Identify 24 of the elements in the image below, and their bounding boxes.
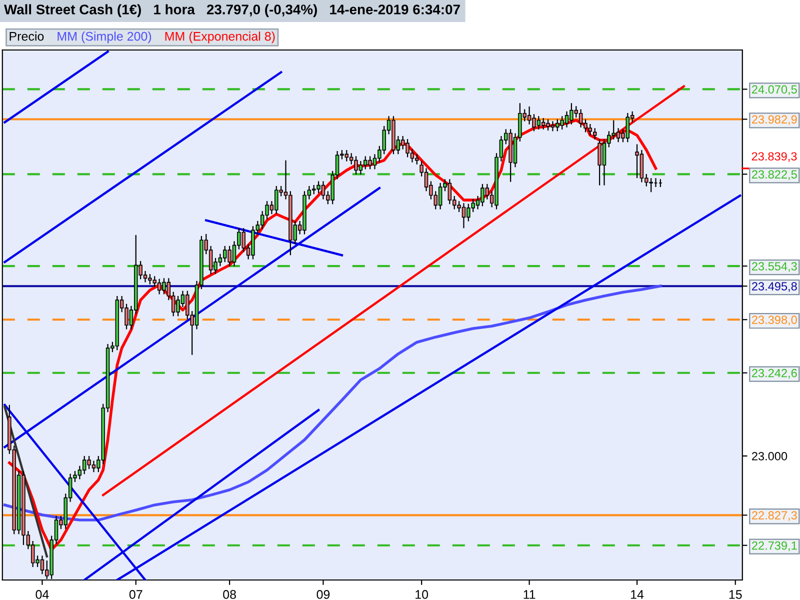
y-tick-label: 23.495,8 [752, 282, 797, 292]
y-tick-label: 22.827,3 [752, 511, 797, 521]
y-tick-label: 23.398,0 [752, 316, 797, 326]
y-tick-label: 23.000 [752, 452, 788, 460]
x-tick-label: 08 [223, 590, 236, 599]
x-tick-label: 04 [36, 590, 49, 599]
y-tick-label: 23.822,5 [752, 170, 797, 180]
text: Precio [10, 32, 44, 41]
y-tick-label: 23.982,9 [752, 115, 797, 126]
x-tick-label: 07 [129, 590, 142, 599]
y-tick-label: 23.242,6 [752, 368, 797, 379]
x-tick-label: 09 [316, 590, 330, 599]
y-tick-label: 24.070,5 [752, 85, 797, 96]
chart-title: Wall Street Cash (1€) 1 hora 23.797,0 (-0,34%) 14-ene-2019 6:34:07 [4, 4, 460, 18]
y-tick-label: 22.739,1 [752, 541, 797, 552]
line-series [3, 284, 662, 522]
text: MM (Simple 200) [58, 32, 152, 44]
x-tick-label: 15 [729, 590, 742, 599]
x-tick-label: 14 [631, 590, 644, 599]
x-tick-label: 10 [416, 590, 428, 599]
text: MM (Exponencial 8) [165, 32, 275, 44]
x-tick-label: 11 [524, 590, 536, 599]
y-tick-label: 23.554,3 [752, 262, 797, 272]
text: 23.839,3 [752, 152, 797, 162]
